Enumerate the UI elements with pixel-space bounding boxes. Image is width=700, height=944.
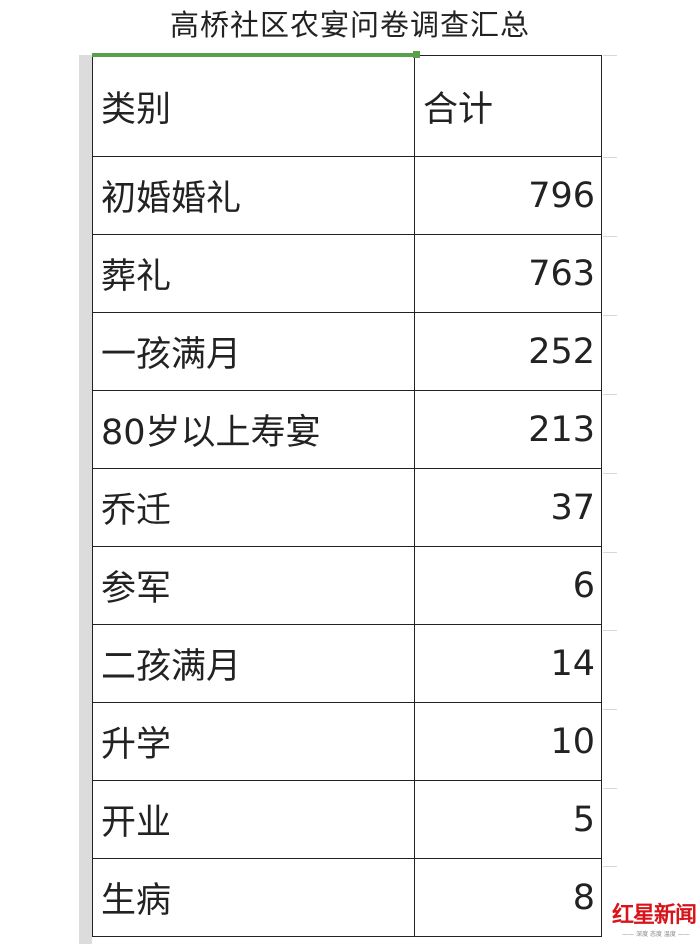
table-row: 二孩满月 14 — [92, 624, 602, 703]
row-header-strip — [79, 55, 92, 944]
page-title: 高桥社区农宴问卷调查汇总 — [169, 8, 530, 42]
gridline — [603, 552, 617, 553]
table-row: 乔迁 37 — [92, 468, 602, 547]
gridline — [603, 55, 617, 56]
gridline — [603, 315, 617, 316]
cell-category[interactable]: 开业 — [92, 780, 415, 859]
cell-category[interactable]: 乔迁 — [92, 468, 415, 547]
header-total[interactable]: 合计 — [414, 55, 602, 157]
gridline — [603, 394, 617, 395]
gridline — [603, 709, 617, 710]
gridline — [603, 630, 617, 631]
table-row: 葬礼 763 — [92, 234, 602, 313]
cell-category[interactable]: 二孩满月 — [92, 624, 415, 703]
cell-total[interactable]: 5 — [414, 780, 602, 859]
logo-tagline: —— 深度 态度 温度 —— — [622, 931, 690, 938]
table-row: 初婚婚礼 796 — [92, 156, 602, 235]
cell-selection-border — [92, 53, 416, 57]
gridline — [603, 788, 617, 789]
gridline — [603, 236, 617, 237]
cell-total[interactable]: 14 — [414, 624, 602, 703]
gridline — [603, 157, 617, 158]
table-header-row: 类别 合计 — [92, 55, 602, 157]
cell-category[interactable]: 参军 — [92, 546, 415, 625]
cell-category[interactable]: 一孩满月 — [92, 312, 415, 391]
table-row: 生病 8 — [92, 858, 602, 937]
cell-total[interactable]: 10 — [414, 702, 602, 781]
cell-total[interactable]: 8 — [414, 858, 602, 937]
header-category[interactable]: 类别 — [92, 55, 415, 157]
table-row: 一孩满月 252 — [92, 312, 602, 391]
selection-fill-handle[interactable] — [413, 51, 420, 58]
cell-total[interactable]: 796 — [414, 156, 602, 235]
cell-category[interactable]: 生病 — [92, 858, 415, 937]
summary-table: 类别 合计 初婚婚礼 796 葬礼 763 一孩满月 252 80岁以上寿宴 213 乔迁 37 参… — [92, 55, 602, 937]
table-row: 开业 5 — [92, 780, 602, 859]
cell-total[interactable]: 37 — [414, 468, 602, 547]
watermark-logo: 红星新闻 —— 深度 态度 温度 —— — [612, 897, 700, 938]
table-row: 升学 10 — [92, 702, 602, 781]
cell-total[interactable]: 252 — [414, 312, 602, 391]
cell-total[interactable]: 213 — [414, 390, 602, 469]
cell-category[interactable]: 80岁以上寿宴 — [92, 390, 415, 469]
cell-category[interactable]: 葬礼 — [92, 234, 415, 313]
cell-total[interactable]: 763 — [414, 234, 602, 313]
gridline — [603, 866, 617, 867]
gridline — [603, 473, 617, 474]
cell-category[interactable]: 初婚婚礼 — [92, 156, 415, 235]
cell-category[interactable]: 升学 — [92, 702, 415, 781]
logo-name: 红星新闻 — [612, 902, 697, 928]
table-row: 80岁以上寿宴 213 — [92, 390, 602, 469]
table-row: 参军 6 — [92, 546, 602, 625]
cell-total[interactable]: 6 — [414, 546, 602, 625]
